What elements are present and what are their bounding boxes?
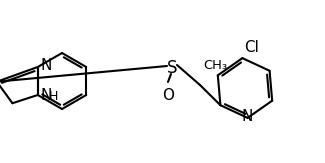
Text: H: H bbox=[49, 89, 58, 103]
Text: Cl: Cl bbox=[244, 40, 259, 55]
Text: N: N bbox=[41, 59, 52, 74]
Text: N: N bbox=[41, 89, 52, 104]
Text: CH₃: CH₃ bbox=[204, 59, 228, 72]
Text: O: O bbox=[162, 88, 174, 103]
Text: S: S bbox=[167, 59, 177, 77]
Text: N: N bbox=[242, 109, 253, 124]
